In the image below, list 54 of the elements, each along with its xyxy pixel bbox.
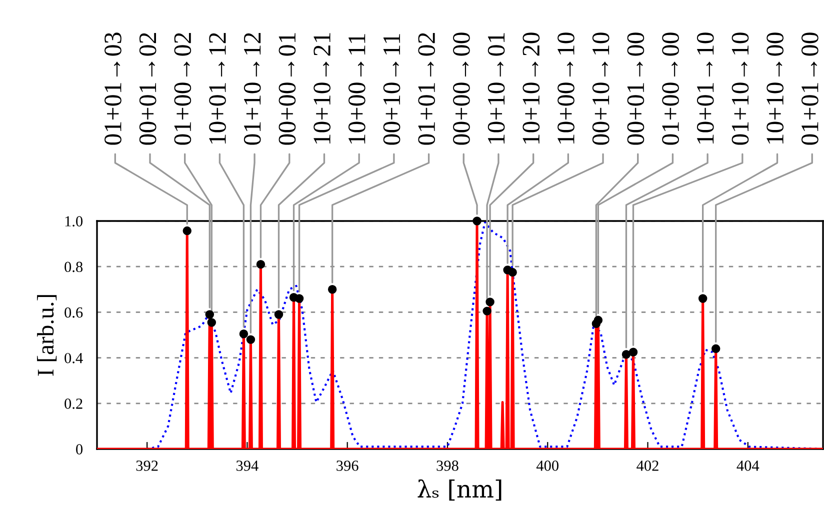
point (628, 348, 638, 356)
point (698, 294, 708, 303)
annotation: 00+00→01 (278, 33, 296, 145)
annotation: 10+10→00 (766, 32, 784, 144)
x-tick-label: 404 (736, 460, 760, 471)
point (246, 335, 256, 344)
annotation: 10+10→01 (488, 33, 505, 144)
annotation: 00+10→11 (383, 34, 400, 145)
annotation: 10+01→12 (209, 33, 226, 144)
point (594, 316, 603, 325)
annotation: 10+00→10 (558, 32, 574, 144)
point (508, 268, 517, 277)
annotation: 10+10→20 (522, 32, 540, 144)
annotation: 01+01→02 (418, 33, 436, 145)
annotation: 01+00→02 (174, 33, 192, 145)
annotation: 00+10→10 (592, 32, 610, 145)
annotation: 01+10→12 (244, 33, 261, 145)
x-tick-label: 398 (436, 460, 458, 471)
point (622, 350, 631, 359)
y-tick-label: 0.4 (64, 352, 83, 364)
point (205, 310, 214, 319)
y-tick-label: 1.0 (65, 216, 83, 227)
x-tick-label: 394 (236, 460, 258, 471)
point (207, 318, 216, 327)
point (239, 329, 248, 338)
x-axis-title: λₛ [nm] (418, 479, 502, 501)
y-axis-title: I [arb.u.] (37, 295, 57, 376)
y-tick-label: 0.6 (64, 307, 83, 318)
point (256, 260, 266, 269)
point (486, 298, 494, 306)
x-tick-label: 402 (636, 460, 658, 471)
annotation: 00+00→00 (453, 32, 470, 145)
annotation: 10+01→10 (696, 32, 714, 144)
point (328, 285, 337, 294)
annotation: 01+01→03 (104, 32, 122, 145)
annotation: 10+00→11 (348, 34, 366, 144)
x-tick-label: 400 (536, 460, 558, 471)
point (182, 226, 192, 236)
point (472, 216, 482, 226)
point (274, 310, 284, 319)
point (482, 306, 492, 316)
x-tick-label: 396 (336, 460, 358, 471)
annotation: 01+10→10 (732, 32, 749, 145)
y-tick-label: 0.2 (64, 398, 82, 409)
annotation: 00+01→00 (627, 32, 644, 145)
point (294, 294, 304, 303)
annotation: 01+01→00 (801, 32, 818, 145)
point (711, 344, 720, 354)
y-tick-label: 0.8 (64, 262, 83, 272)
annotation: 00+01→02 (139, 33, 156, 145)
annotation: 01+00→00 (662, 32, 679, 145)
annotation: 10+10→21 (314, 33, 330, 144)
x-tick-label: 392 (136, 460, 158, 471)
y-tick-label: 0 (76, 444, 83, 454)
